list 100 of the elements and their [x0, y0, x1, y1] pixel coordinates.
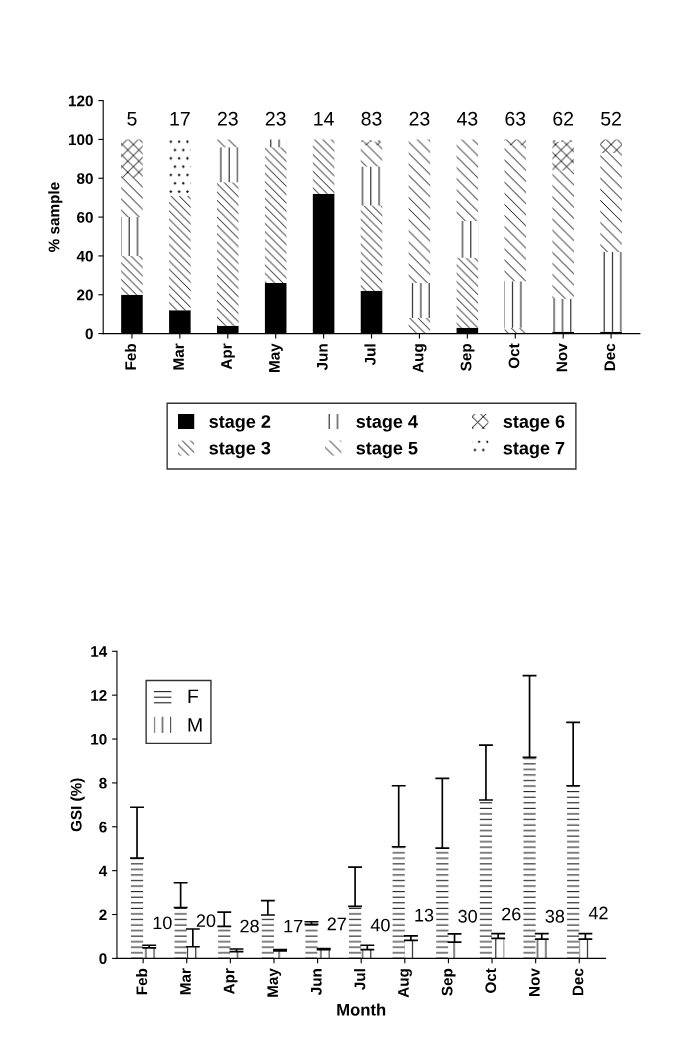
x-tick-label: Jun — [311, 969, 322, 996]
annotation: 40 — [370, 918, 390, 932]
y-tick-label: 2 — [99, 909, 107, 921]
bar — [504, 145, 527, 282]
bar — [169, 139, 191, 196]
bar — [360, 145, 383, 167]
y-tick-label: 0 — [85, 328, 93, 340]
x-tick-label: Feb — [124, 343, 137, 370]
x-tick-label: Feb — [136, 968, 148, 995]
bar — [348, 906, 362, 959]
bar — [174, 907, 187, 959]
annotation: 38 — [545, 909, 565, 923]
x-tick-label: Nov — [556, 343, 568, 372]
bar — [218, 926, 231, 959]
bar — [217, 182, 239, 326]
x-tick-label: Oct — [508, 343, 520, 369]
annotation: 28 — [240, 919, 259, 933]
x-tick-label: Aug — [398, 969, 412, 998]
y-tick-label: 0 — [99, 953, 107, 965]
x-tick-label: Aug — [412, 344, 427, 373]
x-axis-title: Month — [337, 1003, 386, 1016]
bar — [121, 139, 143, 179]
x-tick-label: Dec — [604, 343, 616, 371]
bar — [121, 178, 143, 218]
bar — [408, 139, 431, 284]
bar — [492, 938, 505, 959]
y-tick-label: 10 — [91, 733, 107, 745]
annotation: 63 — [505, 111, 526, 126]
x-tick-label: May — [267, 968, 282, 997]
y-tick-label: 80 — [76, 173, 93, 184]
x-tick-label: Apr — [221, 343, 235, 370]
x-tick-label: Jul — [354, 969, 366, 990]
y-tick-label: 8 — [99, 777, 107, 789]
bar — [552, 170, 574, 299]
annotation: 30 — [458, 909, 477, 923]
x-tick-label: Oct — [485, 968, 497, 993]
bar — [436, 848, 449, 959]
annotation: 17 — [170, 112, 190, 126]
x-tick-label: Nov — [529, 968, 540, 996]
bar — [504, 139, 527, 146]
legend-label: F — [188, 689, 199, 704]
bar — [600, 139, 622, 154]
bar — [130, 858, 144, 959]
annotation: 26 — [502, 907, 521, 921]
bar — [317, 949, 330, 959]
x-tick-label: May — [269, 343, 283, 372]
bar — [600, 252, 622, 332]
y-tick-label: 6 — [99, 821, 107, 833]
bar — [217, 147, 239, 183]
bar — [567, 785, 580, 959]
annotation: 23 — [217, 111, 238, 126]
bar — [361, 949, 374, 959]
bar — [535, 939, 548, 959]
bar — [456, 257, 479, 328]
annotation: 52 — [601, 111, 621, 126]
legend-label: stage 4 — [356, 415, 418, 432]
annotation: 5 — [127, 112, 137, 126]
annotation: 14 — [314, 112, 334, 126]
annotation: 10 — [153, 916, 172, 930]
x-tick-label: Mar — [180, 968, 191, 995]
x-tick-label: Sep — [460, 343, 475, 371]
annotation: 27 — [327, 917, 346, 931]
y-tick-label: 60 — [77, 211, 93, 223]
annotation: 20 — [196, 914, 216, 928]
y-tick-label: 4 — [98, 865, 108, 877]
bar — [552, 141, 574, 171]
bar — [456, 220, 479, 258]
annotation: 13 — [415, 908, 434, 922]
y-tick-label: 120 — [68, 95, 93, 107]
y-tick-label: 40 — [76, 250, 93, 262]
bar — [217, 139, 239, 148]
annotation: 23 — [409, 111, 430, 126]
y-tick-label: 14 — [91, 646, 108, 657]
bar — [360, 166, 383, 206]
legend-label: stage 6 — [503, 415, 565, 432]
bar — [552, 298, 574, 332]
annotation: 43 — [456, 111, 478, 126]
bar — [456, 139, 479, 221]
bar — [264, 147, 287, 284]
bar — [408, 283, 431, 319]
x-tick-label: Dec — [572, 968, 584, 996]
annotation: 42 — [588, 906, 608, 920]
bar — [264, 139, 287, 148]
y-axis-title: GSI (%) — [70, 778, 85, 832]
y-tick-label: 12 — [91, 690, 107, 701]
x-tick-label: Jun — [317, 344, 328, 371]
x-tick-label: Jul — [364, 344, 376, 366]
annotation: 23 — [265, 111, 286, 126]
x-tick-label: Sep — [441, 968, 456, 996]
bar — [121, 255, 143, 295]
annotation: 83 — [361, 111, 382, 126]
bar — [408, 318, 431, 334]
bar — [479, 800, 493, 959]
bar — [523, 757, 536, 959]
y-axis-title: % sample — [48, 182, 63, 252]
annotation: 62 — [553, 111, 574, 126]
annotation: 17 — [284, 919, 303, 933]
bar — [360, 205, 383, 291]
legend-label: stage 3 — [209, 441, 271, 459]
y-tick-label: 20 — [77, 289, 93, 301]
